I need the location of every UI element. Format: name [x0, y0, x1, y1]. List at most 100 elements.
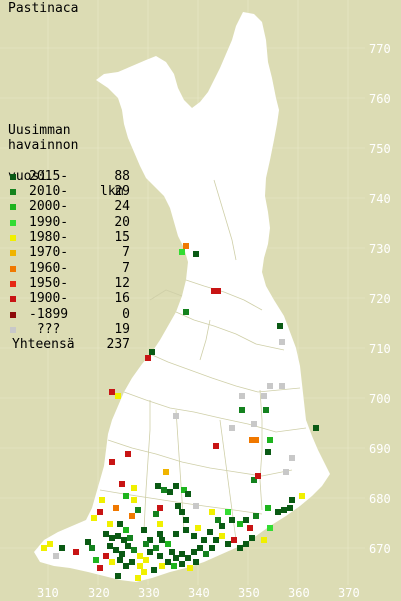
- observation-marker: [265, 505, 271, 511]
- observation-marker: [131, 485, 137, 491]
- observation-marker: [275, 509, 281, 515]
- legend-swatch: [10, 265, 16, 272]
- observation-marker: [183, 243, 189, 249]
- observation-marker: [187, 565, 193, 571]
- observation-marker: [171, 563, 177, 569]
- observation-marker: [183, 309, 189, 315]
- observation-marker: [119, 481, 125, 487]
- observation-marker: [89, 545, 95, 551]
- observation-marker: [141, 569, 147, 575]
- observation-marker: [239, 407, 245, 413]
- legend-swatch: [10, 219, 16, 226]
- observation-marker: [151, 567, 157, 573]
- observation-marker: [219, 533, 225, 539]
- legend-item-label: -1899: [29, 306, 69, 322]
- y-label: 730: [369, 242, 391, 256]
- observation-marker: [195, 525, 201, 531]
- observation-marker: [107, 521, 113, 527]
- legend-swatch: [10, 296, 16, 303]
- observation-marker: [123, 493, 129, 499]
- observation-marker: [97, 565, 103, 571]
- legend-item-count: 19: [114, 321, 130, 337]
- legend-swatch: [10, 189, 16, 196]
- legend-items: 2015- 88 2010- 29 2000- 24 1990- 20 1980- 15 1970-…: [8, 169, 130, 337]
- observation-marker: [169, 549, 175, 555]
- observation-marker: [237, 545, 243, 551]
- observation-marker: [289, 455, 295, 461]
- observation-marker: [113, 547, 119, 553]
- observation-marker: [59, 545, 65, 551]
- legend-swatch: [10, 326, 16, 333]
- observation-marker: [249, 437, 255, 443]
- legend-heading-line: Uusimman: [8, 123, 71, 138]
- x-label: 370: [338, 586, 360, 600]
- legend-item: 1900- 16: [8, 291, 130, 306]
- observation-marker: [117, 557, 123, 563]
- legend-swatch: [10, 250, 16, 257]
- y-label: 760: [369, 92, 391, 106]
- observation-marker: [185, 491, 191, 497]
- x-label: 320: [88, 586, 110, 600]
- x-axis-labels: 310 320 330 340 350 360 370: [37, 586, 360, 600]
- observation-marker: [209, 545, 215, 551]
- x-label: 340: [188, 586, 210, 600]
- observation-marker: [255, 473, 261, 479]
- observation-marker: [93, 557, 99, 563]
- legend-item: -1899 0: [8, 307, 130, 322]
- legend-item-label: 1960-: [29, 260, 69, 276]
- x-label: 350: [238, 586, 260, 600]
- observation-marker: [225, 541, 231, 547]
- observation-marker: [191, 533, 197, 539]
- observation-marker: [127, 535, 133, 541]
- legend-swatch: [10, 235, 16, 242]
- observation-marker: [289, 497, 295, 503]
- y-label: 770: [369, 42, 391, 56]
- observation-marker: [183, 527, 189, 533]
- legend-item-label: 1970-: [29, 245, 69, 261]
- legend-item: 1980- 15: [8, 230, 130, 245]
- observation-marker: [173, 531, 179, 537]
- observation-marker: [157, 521, 163, 527]
- observation-marker: [299, 493, 305, 499]
- observation-marker: [229, 425, 235, 431]
- observation-marker: [209, 509, 215, 515]
- observation-marker: [239, 393, 245, 399]
- observation-marker: [237, 521, 243, 527]
- observation-marker: [201, 537, 207, 543]
- observation-marker: [147, 537, 153, 543]
- observation-marker: [281, 507, 287, 513]
- observation-marker: [97, 509, 103, 515]
- observation-marker: [261, 537, 267, 543]
- observation-marker: [165, 541, 171, 547]
- legend-item-label: 1990-: [29, 214, 69, 230]
- observation-marker: [121, 537, 127, 543]
- legend-item: 2015- 88: [8, 169, 130, 184]
- legend-item: ??? 19: [8, 322, 130, 337]
- observation-marker: [251, 477, 257, 483]
- y-label: 740: [369, 192, 391, 206]
- legend-item-label: 2010-: [29, 184, 69, 200]
- y-label: 690: [369, 442, 391, 456]
- observation-marker: [253, 513, 259, 519]
- x-label: 330: [138, 586, 160, 600]
- legend-total-count: 237: [106, 337, 130, 353]
- observation-marker: [129, 513, 135, 519]
- observation-marker: [165, 559, 171, 565]
- observation-marker: [279, 383, 285, 389]
- observation-points: [41, 243, 319, 581]
- observation-marker: [109, 389, 115, 395]
- observation-marker: [73, 549, 79, 555]
- observation-marker: [119, 551, 125, 557]
- observation-marker: [159, 537, 165, 543]
- observation-marker: [99, 497, 105, 503]
- observation-marker: [143, 541, 149, 547]
- observation-marker: [103, 553, 109, 559]
- legend-item-count: 15: [114, 230, 130, 246]
- legend-heading-year: vuosi: [8, 168, 48, 184]
- y-label: 680: [369, 492, 391, 506]
- observation-marker: [261, 393, 267, 399]
- legend-heading: Uusimman havainnon vuosi lkm: [8, 123, 130, 199]
- observation-marker: [173, 413, 179, 419]
- observation-marker: [123, 563, 129, 569]
- legend-item-count: 29: [114, 184, 130, 200]
